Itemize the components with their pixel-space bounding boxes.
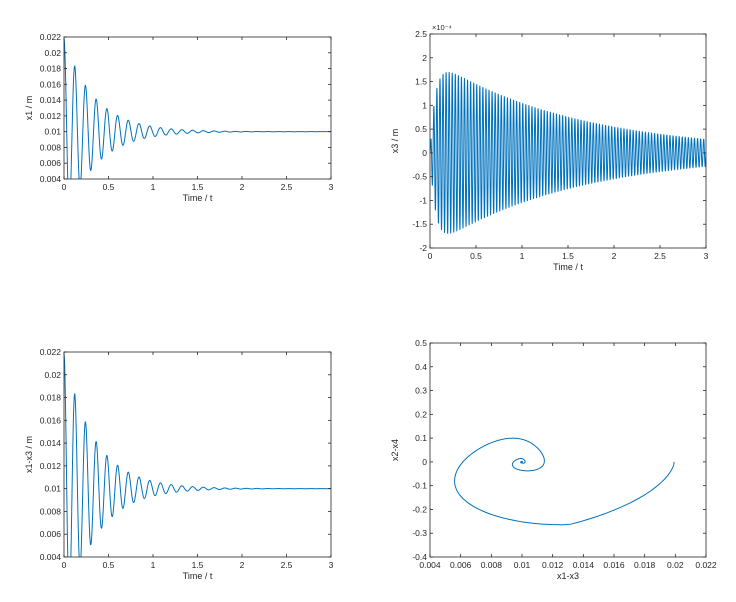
- y-tick-label: 0.004: [40, 174, 62, 184]
- x-tick-label: 0.008: [481, 560, 503, 570]
- series-line-phase-trajectory: [454, 437, 675, 526]
- y-tick-label: 0.2: [415, 409, 427, 419]
- y-axis-label: x1 / m: [24, 96, 34, 121]
- y-axis-exponent: ×10⁻⁴: [432, 23, 452, 32]
- x-tick-label: 0.01: [514, 560, 531, 570]
- plot-x3: 0 0.5 1 1.5 2 2.5 3 -2 -1.5 -1 -0.5 0 0.5 1 1.5 2 2.5 Tim…: [390, 23, 709, 272]
- x-tick-label: 0.018: [634, 560, 656, 570]
- y-tick-label: 0.016: [40, 415, 62, 425]
- y-tick-label: 0.01: [44, 127, 61, 137]
- y-tick-label: -1.5: [412, 219, 427, 229]
- x-axis-label: Time / t: [183, 193, 213, 203]
- x-tick-label: 1.5: [562, 251, 574, 261]
- x-tick-label: 0.02: [667, 560, 684, 570]
- plot-frame: [63, 351, 332, 558]
- x-tick-label: 0.014: [573, 560, 595, 570]
- x-tick-label: 0.022: [695, 560, 717, 570]
- x-tick-label: 0.5: [103, 182, 115, 192]
- x-tick-label: 2.5: [281, 560, 293, 570]
- plot-frame: [429, 342, 707, 558]
- y-tick-label: 0.4: [415, 362, 427, 372]
- y-tick-label: 0: [422, 148, 427, 158]
- y-tick-label: 0.014: [40, 438, 62, 448]
- x-tick-label: 3: [329, 560, 334, 570]
- y-tick-label: 0.3: [415, 386, 427, 396]
- x-tick-label: 2: [612, 251, 617, 261]
- x-axis-label: Time / t: [183, 571, 213, 581]
- y-tick-label: 0.004: [40, 552, 62, 562]
- x-axis-label: x1-x3: [557, 571, 579, 581]
- plot-x1: 0 0.5 1 1.5 2 2.5 3 0.004 0.006 0.008 0.01 0.012 0.0…: [24, 32, 334, 203]
- x-tick-label: 1.5: [192, 560, 204, 570]
- x-tick-label: 0.016: [603, 560, 625, 570]
- x-tick-label: 2: [240, 560, 245, 570]
- y-tick-label: 0.018: [40, 393, 62, 403]
- y-tick-label: 0.1: [415, 433, 427, 443]
- x-tick-label: 2.5: [654, 251, 666, 261]
- x-tick-label: 0: [428, 251, 433, 261]
- y-axis-label: x2-x4: [390, 439, 400, 461]
- y-tick-label: 0.02: [44, 370, 61, 380]
- x-tick-label: 0.004: [419, 560, 441, 570]
- y-tick-label: -1: [419, 195, 427, 205]
- y-tick-label: -0.3: [412, 528, 427, 538]
- y-tick-label: 0: [422, 457, 427, 467]
- y-tick-label: 1.5: [415, 77, 427, 87]
- y-tick-label: 0.022: [40, 32, 62, 42]
- y-tick-label: 0.008: [40, 506, 62, 516]
- series-line-x3: [430, 71, 706, 234]
- y-axis-label: x3 / m: [390, 129, 400, 154]
- x-tick-label: 1: [151, 560, 156, 570]
- x-tick-label: 0.006: [450, 560, 472, 570]
- y-tick-label: 0.008: [40, 142, 62, 152]
- x-tick-label: 1: [520, 251, 525, 261]
- y-tick-label: 0.012: [40, 111, 62, 121]
- y-tick-label: 0.022: [40, 347, 62, 357]
- x-tick-label: 0.5: [470, 251, 482, 261]
- y-tick-label: 0.016: [40, 79, 62, 89]
- x-tick-label: 0.5: [103, 560, 115, 570]
- y-tick-label: 0.006: [40, 158, 62, 168]
- series-line-x1-x3: [64, 354, 331, 557]
- y-tick-label: 0.014: [40, 95, 62, 105]
- y-tick-label: -0.4: [412, 552, 427, 562]
- x-tick-label: 3: [329, 182, 334, 192]
- x-tick-label: 1.5: [192, 182, 204, 192]
- y-tick-label: 0.018: [40, 64, 62, 74]
- y-tick-label: -0.1: [412, 481, 427, 491]
- series-line-x1: [64, 38, 331, 179]
- plot-phase: 0.004 0.006 0.008 0.01 0.012 0.014 0.016 0.018 0…: [390, 338, 717, 581]
- y-tick-label: -0.2: [412, 504, 427, 514]
- x-axis-label: Time / t: [553, 262, 583, 272]
- y-tick-label: 0.5: [415, 124, 427, 134]
- y-tick-label: -2: [419, 243, 427, 253]
- y-tick-label: 0.02: [44, 48, 61, 58]
- y-tick-label: -0.5: [412, 172, 427, 182]
- y-tick-label: 2: [422, 53, 427, 63]
- y-tick-label: 0.006: [40, 529, 62, 539]
- x-tick-label: 2.5: [281, 182, 293, 192]
- x-tick-label: 0: [62, 182, 67, 192]
- x-tick-label: 0.012: [542, 560, 564, 570]
- x-tick-label: 2: [240, 182, 245, 192]
- y-axis-label: x1-x3 / m: [24, 436, 34, 473]
- y-tick-label: 0.5: [415, 338, 427, 348]
- x-tick-label: 3: [704, 251, 709, 261]
- y-tick-label: 1: [422, 100, 427, 110]
- y-tick-label: 0.01: [44, 484, 61, 494]
- y-tick-label: 2.5: [415, 29, 427, 39]
- y-tick-label: 0.012: [40, 461, 62, 471]
- x-tick-label: 0: [62, 560, 67, 570]
- x-tick-label: 1: [151, 182, 156, 192]
- plot-x1-x3: 0 0.5 1 1.5 2 2.5 3 0.004 0.006 0.008 0.01 0.012 0.0…: [24, 347, 334, 581]
- plot-frame: [63, 36, 332, 180]
